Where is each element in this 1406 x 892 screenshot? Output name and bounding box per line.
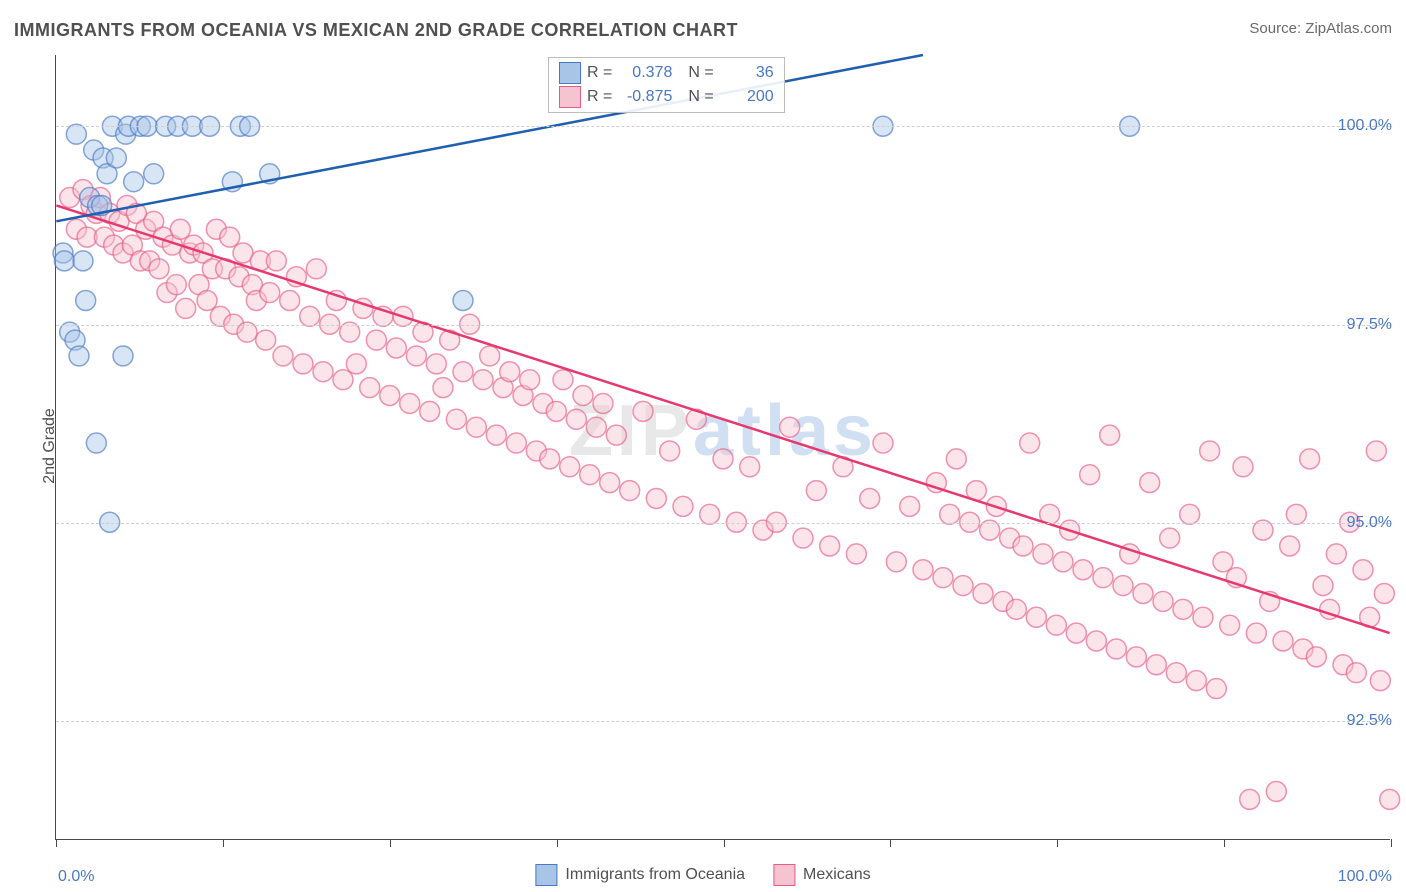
- legend-item-mexicans: Mexicans: [773, 864, 871, 886]
- y-tick-label: 97.5%: [1347, 316, 1392, 334]
- r-label-a: R =: [587, 64, 612, 82]
- stats-legend-box: R = 0.378 N = 36 R = -0.875 N = 200: [548, 57, 785, 113]
- r-value-a: 0.378: [618, 64, 672, 82]
- y-tick-label: 92.5%: [1347, 712, 1392, 730]
- mexicans-legend-swatch-icon: [773, 864, 795, 886]
- plot-area: ZIPatlas R = 0.378 N = 36 R = -0.875 N =…: [55, 55, 1390, 840]
- r-label-b: R =: [587, 88, 612, 106]
- x-axis-max-label: 100.0%: [1338, 868, 1392, 886]
- n-value-b: 200: [720, 88, 774, 106]
- oceania-swatch-icon: [559, 62, 581, 84]
- stats-row-mexicans: R = -0.875 N = 200: [559, 86, 774, 108]
- n-label-b: N =: [688, 88, 713, 106]
- chart-container: IMMIGRANTS FROM OCEANIA VS MEXICAN 2ND G…: [0, 0, 1406, 892]
- n-label-a: N =: [688, 64, 713, 82]
- legend-bottom: Immigrants from Oceania Mexicans: [535, 864, 870, 886]
- oceania-legend-swatch-icon: [535, 864, 557, 886]
- source-name: ZipAtlas.com: [1305, 20, 1392, 37]
- source-attribution: Source: ZipAtlas.com: [1249, 20, 1392, 37]
- n-value-a: 36: [720, 64, 774, 82]
- chart-title: IMMIGRANTS FROM OCEANIA VS MEXICAN 2ND G…: [14, 20, 738, 41]
- y-tick-label: 100.0%: [1338, 117, 1392, 135]
- source-label: Source:: [1249, 20, 1305, 37]
- mexicans-legend-label: Mexicans: [803, 866, 871, 883]
- r-value-b: -0.875: [618, 88, 672, 106]
- legend-item-oceania: Immigrants from Oceania: [535, 864, 745, 886]
- oceania-legend-label: Immigrants from Oceania: [565, 866, 745, 883]
- y-tick-label: 95.0%: [1347, 514, 1392, 532]
- x-axis-min-label: 0.0%: [58, 868, 94, 886]
- mexicans-swatch-icon: [559, 86, 581, 108]
- stats-row-oceania: R = 0.378 N = 36: [559, 62, 774, 84]
